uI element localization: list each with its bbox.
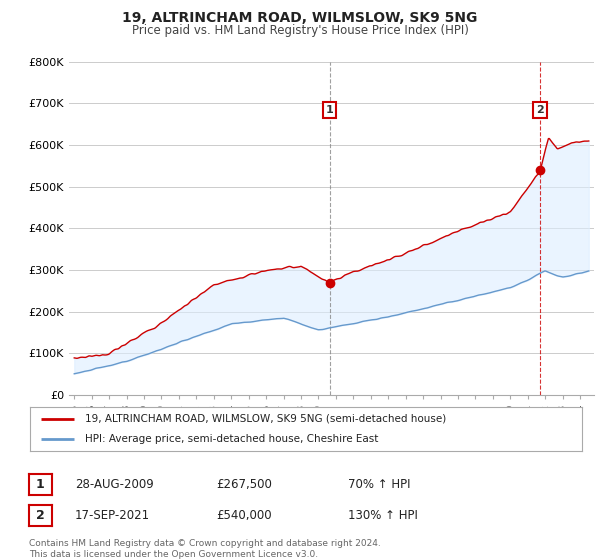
Text: 130% ↑ HPI: 130% ↑ HPI: [348, 508, 418, 522]
Text: 2: 2: [36, 508, 44, 522]
Text: 17-SEP-2021: 17-SEP-2021: [75, 508, 150, 522]
Text: £267,500: £267,500: [216, 478, 272, 491]
Text: 19, ALTRINCHAM ROAD, WILMSLOW, SK9 5NG: 19, ALTRINCHAM ROAD, WILMSLOW, SK9 5NG: [122, 11, 478, 25]
Text: £540,000: £540,000: [216, 508, 272, 522]
Text: Contains HM Land Registry data © Crown copyright and database right 2024.
This d: Contains HM Land Registry data © Crown c…: [29, 539, 380, 559]
Text: 28-AUG-2009: 28-AUG-2009: [75, 478, 154, 491]
Text: 70% ↑ HPI: 70% ↑ HPI: [348, 478, 410, 491]
Text: Price paid vs. HM Land Registry's House Price Index (HPI): Price paid vs. HM Land Registry's House …: [131, 24, 469, 36]
Text: 19, ALTRINCHAM ROAD, WILMSLOW, SK9 5NG (semi-detached house): 19, ALTRINCHAM ROAD, WILMSLOW, SK9 5NG (…: [85, 414, 446, 424]
Text: 2: 2: [536, 105, 544, 115]
Text: 1: 1: [326, 105, 334, 115]
Text: HPI: Average price, semi-detached house, Cheshire East: HPI: Average price, semi-detached house,…: [85, 434, 379, 444]
Text: 1: 1: [36, 478, 44, 491]
